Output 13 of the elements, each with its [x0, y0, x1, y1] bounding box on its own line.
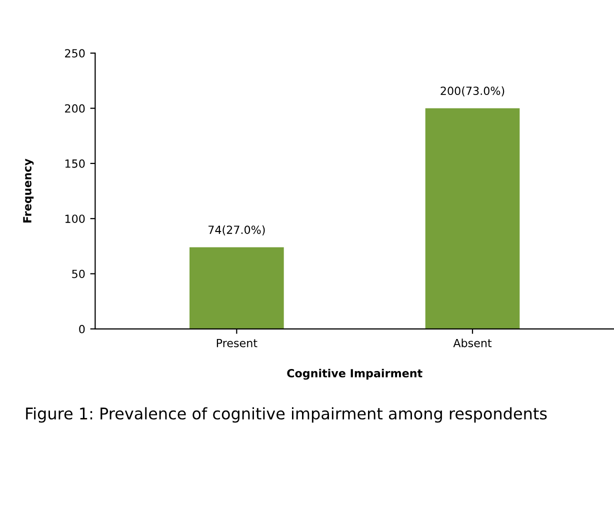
y-tick-label: 0	[79, 324, 85, 334]
y-axis-title: Frequency	[23, 158, 34, 223]
data-label: 74(27.0%)	[208, 225, 265, 236]
x-tick-label: Present	[216, 338, 258, 348]
y-tick-label: 200	[65, 104, 85, 113]
x-axis-title: Cognitive Impairment	[287, 368, 422, 380]
y-tick-label: 100	[65, 214, 85, 223]
y-tick-label: 150	[65, 159, 85, 168]
y-tick-label: 250	[65, 49, 85, 58]
y-tick-label: 50	[72, 270, 85, 278]
caption: Figure 1: Prevalence of cognitive impairment among respondents	[26, 407, 547, 423]
x-tick-label: Absent	[453, 338, 492, 348]
data-label: 200(73.0%)	[440, 86, 504, 96]
